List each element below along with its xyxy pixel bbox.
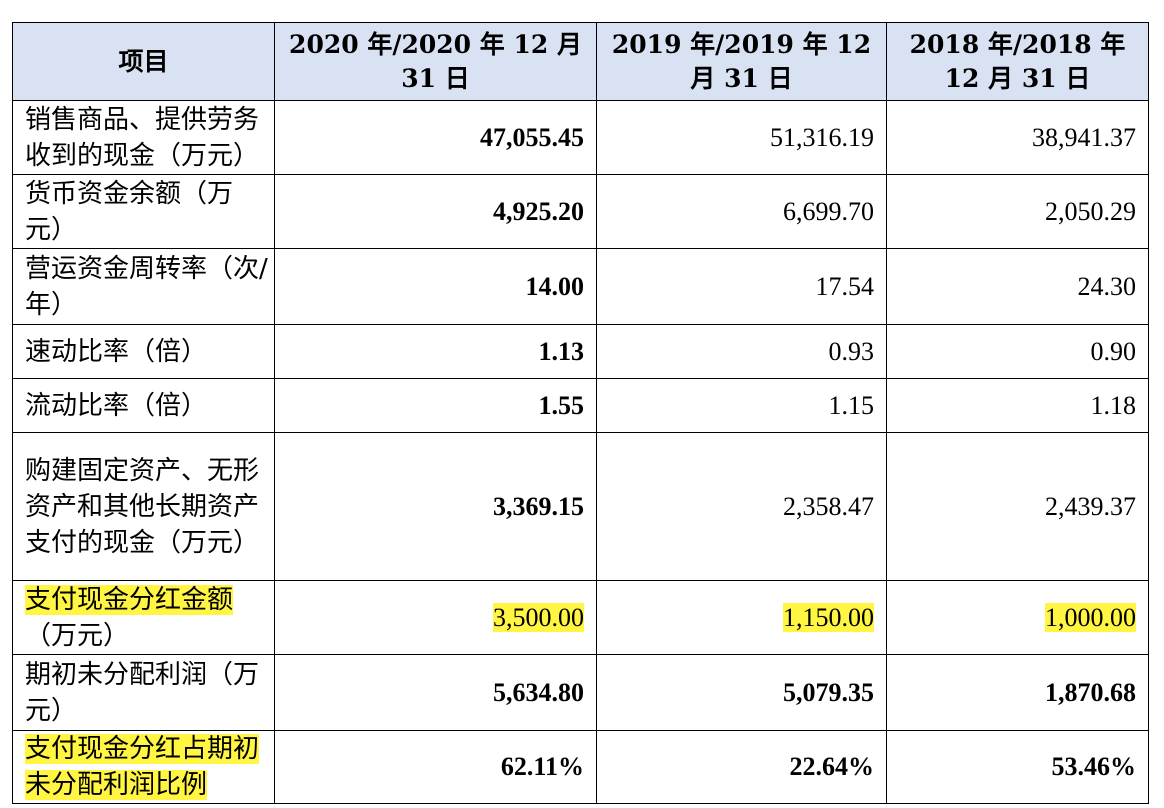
- highlighted-value: 3,500.00: [493, 602, 584, 632]
- value-2020: 4,925.20: [274, 174, 597, 249]
- table-row: 期初未分配利润（万元） 5,634.80 5,079.35 1,870.68: [12, 654, 1149, 731]
- financial-table: 项目 2020 年/2020 年 12 月 31 日 2019 年/2019 年…: [12, 22, 1149, 804]
- value-2019: 51,316.19: [596, 100, 887, 175]
- highlighted-value: 1,000.00: [1045, 602, 1136, 632]
- value-2020: 47,055.45: [274, 100, 597, 175]
- row-label: 期初未分配利润（万元）: [12, 654, 275, 731]
- value-2020: 3,369.15: [274, 432, 597, 581]
- value-2020: 14.00: [274, 248, 597, 325]
- value-2018: 24.30: [886, 248, 1149, 325]
- table-row: 货币资金余额（万元） 4,925.20 6,699.70 2,050.29: [12, 174, 1149, 249]
- value-2018: 1.18: [886, 378, 1149, 433]
- table-row-highlighted: 支付现金分红金额 （万元） 3,500.00 1,150.00 1,000.00: [12, 580, 1149, 655]
- value-2020: 3,500.00: [274, 580, 597, 655]
- table-row-highlighted: 支付现金分红占期初未分配利润比例 62.11% 22.64% 53.46%: [12, 730, 1149, 804]
- row-label: 支付现金分红占期初未分配利润比例: [12, 730, 275, 804]
- value-2018: 38,941.37: [886, 100, 1149, 175]
- row-label: 流动比率（倍）: [12, 378, 275, 433]
- value-2018: 1,870.68: [886, 654, 1149, 731]
- value-2019: 1.15: [596, 378, 887, 433]
- value-2020: 5,634.80: [274, 654, 597, 731]
- value-2018: 2,439.37: [886, 432, 1149, 581]
- highlighted-value: 1,150.00: [783, 602, 874, 632]
- row-label: 销售商品、提供劳务收到的现金（万元）: [12, 100, 275, 175]
- value-2019: 5,079.35: [596, 654, 887, 731]
- value-2019: 17.54: [596, 248, 887, 325]
- value-2019: 22.64%: [596, 730, 887, 804]
- row-label: 营运资金周转率（次/年）: [12, 248, 275, 325]
- value-2018: 0.90: [886, 324, 1149, 379]
- value-2020: 1.55: [274, 378, 597, 433]
- header-2020: 2020 年/2020 年 12 月 31 日: [274, 22, 597, 101]
- row-label: 购建固定资产、无形资产和其他长期资产支付的现金（万元）: [12, 432, 275, 581]
- value-2019: 0.93: [596, 324, 887, 379]
- value-2019: 6,699.70: [596, 174, 887, 249]
- value-2019: 1,150.00: [596, 580, 887, 655]
- header-2019: 2019 年/2019 年 12 月 31 日: [596, 22, 887, 101]
- header-item: 项目: [12, 22, 275, 101]
- table-row: 营运资金周转率（次/年） 14.00 17.54 24.30: [12, 248, 1149, 325]
- table-row: 速动比率（倍） 1.13 0.93 0.90: [12, 324, 1149, 379]
- highlighted-label: 支付现金分红金额: [25, 584, 234, 615]
- value-2020: 1.13: [274, 324, 597, 379]
- value-2018: 1,000.00: [886, 580, 1149, 655]
- row-label: 速动比率（倍）: [12, 324, 275, 379]
- value-2018: 2,050.29: [886, 174, 1149, 249]
- header-row: 项目 2020 年/2020 年 12 月 31 日 2019 年/2019 年…: [12, 22, 1149, 101]
- table-row: 销售商品、提供劳务收到的现金（万元） 47,055.45 51,316.19 3…: [12, 100, 1149, 175]
- header-2018: 2018 年/2018 年 12 月 31 日: [886, 22, 1149, 101]
- row-label: 支付现金分红金额 （万元）: [12, 580, 275, 655]
- highlighted-label: 支付现金分红占期初未分配利润比例: [25, 734, 260, 800]
- row-label: 货币资金余额（万元）: [12, 174, 275, 249]
- label-unit: （万元）: [25, 620, 130, 651]
- value-2019: 2,358.47: [596, 432, 887, 581]
- table-row: 流动比率（倍） 1.55 1.15 1.18: [12, 378, 1149, 433]
- value-2018: 53.46%: [886, 730, 1149, 804]
- value-2020: 62.11%: [274, 730, 597, 804]
- table-row: 购建固定资产、无形资产和其他长期资产支付的现金（万元） 3,369.15 2,3…: [12, 432, 1149, 581]
